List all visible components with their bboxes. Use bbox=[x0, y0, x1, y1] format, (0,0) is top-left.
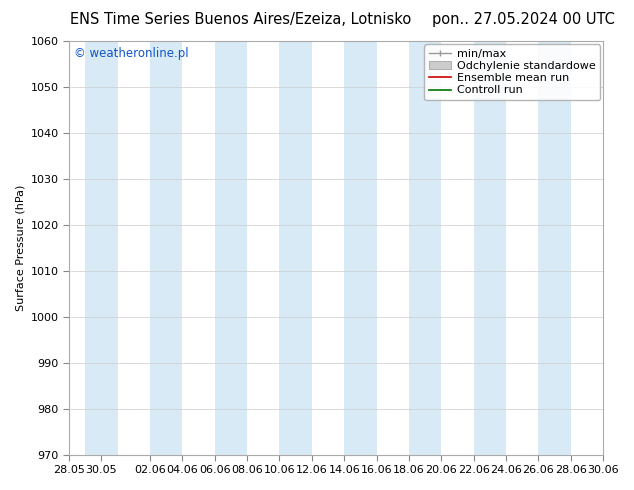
Text: © weatheronline.pl: © weatheronline.pl bbox=[74, 47, 189, 60]
Bar bbox=[344, 41, 377, 455]
Y-axis label: Surface Pressure (hPa): Surface Pressure (hPa) bbox=[15, 185, 25, 311]
Bar bbox=[280, 41, 312, 455]
Text: ENS Time Series Buenos Aires/Ezeiza, Lotnisko: ENS Time Series Buenos Aires/Ezeiza, Lot… bbox=[70, 12, 411, 27]
Bar bbox=[538, 41, 571, 455]
Bar bbox=[86, 41, 118, 455]
Bar bbox=[150, 41, 183, 455]
Bar bbox=[474, 41, 506, 455]
Bar bbox=[603, 41, 619, 455]
Bar bbox=[409, 41, 441, 455]
Bar bbox=[215, 41, 247, 455]
Text: pon.. 27.05.2024 00 UTC: pon.. 27.05.2024 00 UTC bbox=[432, 12, 615, 27]
Legend: min/max, Odchylenie standardowe, Ensemble mean run, Controll run: min/max, Odchylenie standardowe, Ensembl… bbox=[424, 45, 600, 100]
